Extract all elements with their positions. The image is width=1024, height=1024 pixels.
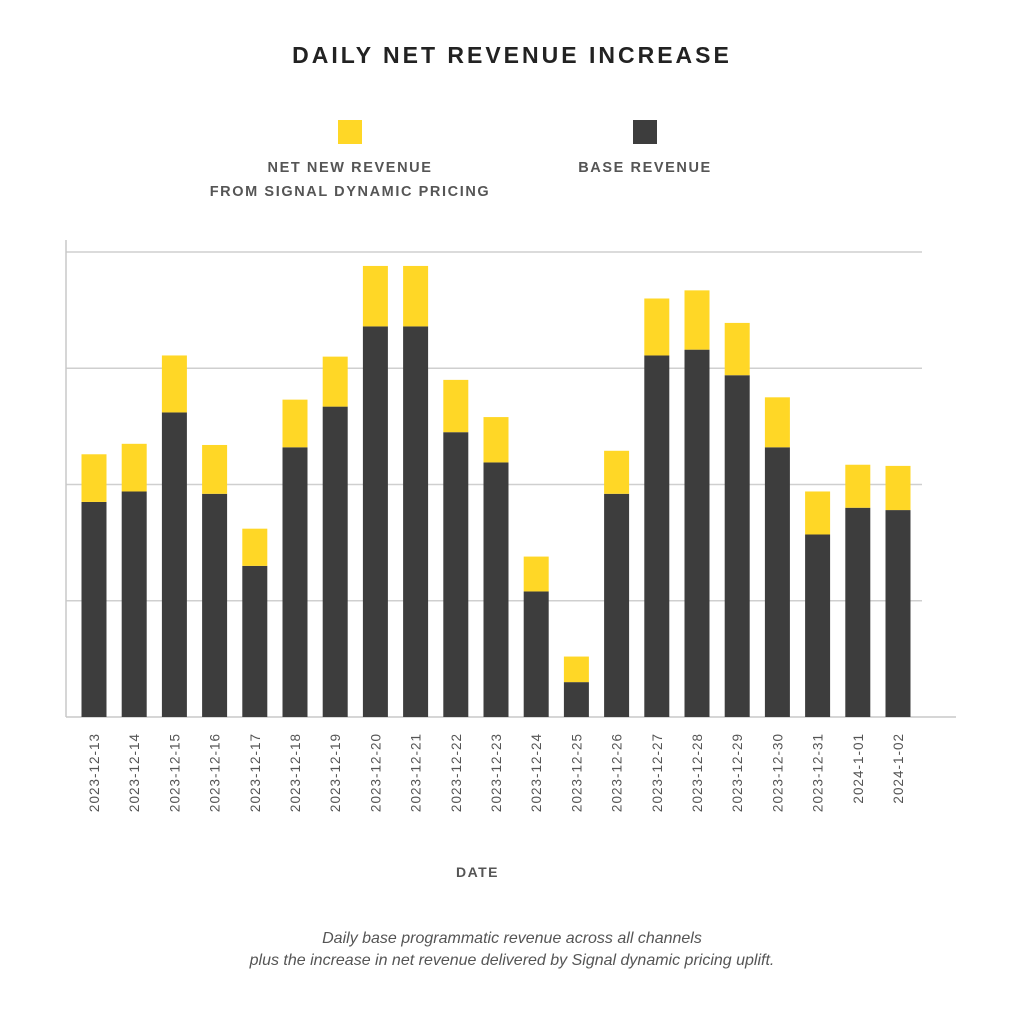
legend-swatch-yellow <box>338 120 362 144</box>
bar-net-new-revenue <box>242 528 268 566</box>
bar-base-revenue <box>202 493 228 717</box>
bar-net-new-revenue <box>885 465 911 511</box>
bar-base-revenue <box>362 326 388 717</box>
bar-net-new-revenue <box>644 298 670 356</box>
bar-net-new-revenue <box>764 397 790 448</box>
bar-base-revenue <box>805 534 831 717</box>
bar-net-new-revenue <box>523 556 549 592</box>
bar-base-revenue <box>242 565 268 717</box>
legend-swatch-dark <box>633 120 657 144</box>
x-tick-label: 2023-12-19 <box>328 733 343 812</box>
chart-caption: Daily base programmatic revenue across a… <box>249 930 775 969</box>
bar-base-revenue <box>81 501 107 717</box>
bar-base-revenue <box>161 412 187 717</box>
x-tick-label: 2023-12-21 <box>409 733 424 812</box>
bar-base-revenue <box>885 510 911 717</box>
bar-base-revenue <box>282 447 308 717</box>
x-tick-label: 2023-12-13 <box>87 733 102 812</box>
legend-label: NET NEW REVENUE FROM SIGNAL DYNAMIC PRIC… <box>209 160 491 200</box>
bar-base-revenue <box>724 375 750 717</box>
bar-net-new-revenue <box>322 356 348 407</box>
bar-base-revenue <box>604 493 630 717</box>
bar-base-revenue <box>684 349 710 717</box>
x-tick-label: 2023-12-31 <box>811 733 826 812</box>
x-tick-label: 2023-12-18 <box>288 733 303 812</box>
bar-net-new-revenue <box>362 265 388 327</box>
bar-net-new-revenue <box>604 450 630 494</box>
bar-net-new-revenue <box>121 443 147 492</box>
x-tick-label: 2023-12-29 <box>730 733 745 812</box>
x-tick-label: 2023-12-17 <box>248 733 263 812</box>
x-tick-label: 2023-12-20 <box>368 733 383 812</box>
bar-net-new-revenue <box>724 322 750 376</box>
bar-net-new-revenue <box>403 265 429 327</box>
x-tick-label: 2023-12-23 <box>489 733 504 812</box>
x-axis-label: DATE <box>455 864 500 880</box>
bar-net-new-revenue <box>845 464 871 508</box>
x-tick-label: 2023-12-16 <box>208 733 223 812</box>
bar-base-revenue <box>121 491 147 717</box>
bar-net-new-revenue <box>81 454 107 502</box>
legend-item-net-new-revenue: NET NEW REVENUE FROM SIGNAL DYNAMIC PRIC… <box>190 120 510 204</box>
bar-net-new-revenue <box>443 379 469 433</box>
bar-net-new-revenue <box>483 417 509 463</box>
bar-base-revenue <box>523 591 549 717</box>
bar-net-new-revenue <box>202 444 228 494</box>
bar-net-new-revenue <box>282 399 308 448</box>
bar-net-new-revenue <box>684 290 710 350</box>
bar-base-revenue <box>443 432 469 717</box>
x-tick-label: 2023-12-15 <box>167 733 182 812</box>
x-tick-label: 2023-12-25 <box>569 733 584 812</box>
bar-base-revenue <box>764 447 790 717</box>
bar-base-revenue <box>644 355 670 717</box>
bar-net-new-revenue <box>805 491 831 535</box>
legend-label: BASE REVENUE <box>578 160 712 176</box>
x-tick-label: 2024-1-02 <box>891 733 906 804</box>
chart-title: DAILY NET REVENUE INCREASE <box>292 42 732 68</box>
bar-base-revenue <box>845 507 871 717</box>
bar-net-new-revenue <box>161 355 187 413</box>
x-tick-label: 2023-12-24 <box>529 733 544 812</box>
bar-base-revenue <box>322 406 348 717</box>
bar-base-revenue <box>563 682 589 717</box>
x-tick-label: 2023-12-27 <box>650 733 665 812</box>
x-tick-label: 2023-12-28 <box>690 733 705 812</box>
bar-base-revenue <box>483 462 509 717</box>
legend-item-base-revenue: BASE REVENUE <box>540 120 750 180</box>
x-tick-label: 2024-1-01 <box>851 733 866 804</box>
x-tick-label: 2023-12-30 <box>770 733 785 812</box>
x-tick-label: 2023-12-14 <box>127 733 142 812</box>
bar-net-new-revenue <box>563 656 589 683</box>
x-tick-label: 2023-12-22 <box>449 733 464 812</box>
x-tick-label: 2023-12-26 <box>610 733 625 812</box>
bar-base-revenue <box>403 326 429 717</box>
